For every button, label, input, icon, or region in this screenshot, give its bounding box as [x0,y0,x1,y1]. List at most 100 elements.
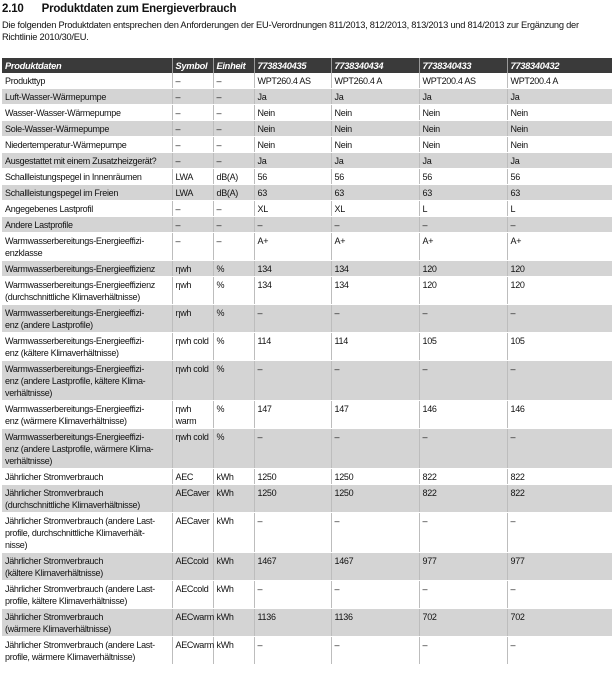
cell-symbol: ηwh [172,260,214,277]
table-row: Wasser-Wasser-Wärmepumpe – – Nein Nein Nein Ne… [2,104,612,121]
intro-paragraph: Die folgenden Produktdaten entsprechen d… [2,20,579,42]
cell-symbol: ηwh cold [172,332,214,361]
cell-produktdaten: Luft-Wasser-Wärmepumpe [2,88,173,105]
cell-value-1: A+ [254,232,332,261]
cell-value-1: – [254,428,332,469]
cell-value-3: – [419,580,508,609]
table-row: Produkttyp – – WPT260.4 AS WPT260.4 A WPT200.… [2,73,612,89]
cell-value-2: 1467 [331,552,420,581]
table-row: Niedertemperatur-Wärmepumpe – – Nein Nein Nei… [2,136,612,153]
cell-value-4: – [507,428,612,469]
cell-produktdaten: Sole-Wasser-Wärmepumpe [2,120,173,137]
cell-value-4: 822 [507,468,612,485]
cell-symbol: ηwh [172,304,214,333]
cell-value-1: WPT260.4 AS [254,73,332,89]
cell-value-2: WPT260.4 A [331,73,420,89]
cell-value-2: – [331,360,420,401]
cell-value-4: L [507,200,612,217]
cell-value-1: Ja [254,88,332,105]
table-row: Luft-Wasser-Wärmepumpe – – Ja Ja Ja Ja [2,88,612,105]
cell-value-4: 702 [507,608,612,637]
cell-value-4: 120 [507,276,612,305]
column-header-article-3: 7738340433 [419,58,508,73]
cell-value-2: 114 [331,332,420,361]
cell-value-3: 146 [419,400,508,429]
cell-value-1: – [254,360,332,401]
table-header-row: Produktdaten Symbol Einheit 7738340435 7… [2,58,612,73]
cell-produktdaten: Jährlicher Stromverbrauch (kältere Klima… [2,552,173,581]
cell-produktdaten: Warmwasserbereitungs-Energieeffizi- enz … [2,428,173,469]
table-row: Warmwasserbereitungs-Energieeffizi- enz … [2,428,612,469]
cell-symbol: ηwh cold [172,360,214,401]
cell-value-3: 105 [419,332,508,361]
cell-value-3: – [419,428,508,469]
section-title: Produktdaten zum Energieverbrauch [41,3,237,15]
cell-value-2: XL [331,200,420,217]
cell-value-3: 63 [419,184,508,201]
cell-symbol: AECaver [172,484,214,513]
cell-einheit: – [213,152,255,169]
cell-produktdaten: Jährlicher Stromverbrauch (andere Last- … [2,636,173,665]
cell-value-2: – [331,216,420,233]
cell-value-2: – [331,512,420,553]
cell-symbol: ηwh cold [172,428,214,469]
table-row: Jährlicher Stromverbrauch (andere Last- … [2,512,612,553]
cell-produktdaten: Warmwasserbereitungs-Energieeffizi- enz … [2,332,173,361]
cell-value-4: – [507,216,612,233]
cell-einheit: % [213,276,255,305]
cell-value-4: – [507,512,612,553]
cell-value-3: Nein [419,136,508,153]
section-number: 2.10 [2,3,24,15]
cell-value-2: – [331,580,420,609]
cell-value-1: – [254,636,332,665]
table-row: Angegebenes Lastprofil – – XL XL L L [2,200,612,217]
cell-value-1: 134 [254,260,332,277]
cell-value-3: Nein [419,120,508,137]
cell-value-2: 63 [331,184,420,201]
cell-einheit: – [213,232,255,261]
cell-value-1: 1136 [254,608,332,637]
cell-value-3: – [419,512,508,553]
cell-einheit: dB(A) [213,168,255,185]
cell-produktdaten: Warmwasserbereitungs-Energieeffizienz [2,260,173,277]
cell-produktdaten: Jährlicher Stromverbrauch (durchschnittl… [2,484,173,513]
cell-symbol: – [172,136,214,153]
table-row: Warmwasserbereitungs-Energieeffizi- enz … [2,360,612,401]
cell-symbol: ηwh warm [172,400,214,429]
cell-value-1: 134 [254,276,332,305]
cell-einheit: – [213,120,255,137]
cell-value-3: 822 [419,484,508,513]
cell-value-1: 1250 [254,484,332,513]
cell-value-1: – [254,304,332,333]
cell-produktdaten: Warmwasserbereitungs-Energieeffizi- enzk… [2,232,173,261]
cell-value-1: 1250 [254,468,332,485]
cell-produktdaten: Jährlicher Stromverbrauch (wärmere Klima… [2,608,173,637]
cell-value-2: Nein [331,104,420,121]
cell-symbol: LWA [172,168,214,185]
cell-symbol: – [172,200,214,217]
table-row: Jährlicher Stromverbrauch (wärmere Klima… [2,608,612,637]
table-row: Sole-Wasser-Wärmepumpe – – Nein Nein Nein Nein [2,120,612,137]
cell-symbol: AECwarm [172,636,214,665]
cell-symbol: AECwarm [172,608,214,637]
cell-einheit: – [213,200,255,217]
cell-symbol: – [172,73,214,89]
cell-einheit: % [213,260,255,277]
cell-produktdaten: Jährlicher Stromverbrauch [2,468,173,485]
cell-einheit: % [213,400,255,429]
cell-value-2: Nein [331,136,420,153]
cell-value-3: – [419,636,508,665]
column-header-article-1: 7738340435 [254,58,332,73]
cell-produktdaten: Angegebenes Lastprofil [2,200,173,217]
cell-einheit: dB(A) [213,184,255,201]
column-header-einheit: Einheit [213,58,255,73]
table-row: Andere Lastprofile – – – – – – [2,216,612,233]
cell-produktdaten: Andere Lastprofile [2,216,173,233]
cell-value-1: Nein [254,136,332,153]
cell-value-3: 977 [419,552,508,581]
cell-produktdaten: Warmwasserbereitungs-Energieeffizi- enz … [2,304,173,333]
cell-symbol: – [172,120,214,137]
cell-value-2: 147 [331,400,420,429]
cell-einheit: kWh [213,552,255,581]
column-header-article-2: 7738340434 [331,58,420,73]
